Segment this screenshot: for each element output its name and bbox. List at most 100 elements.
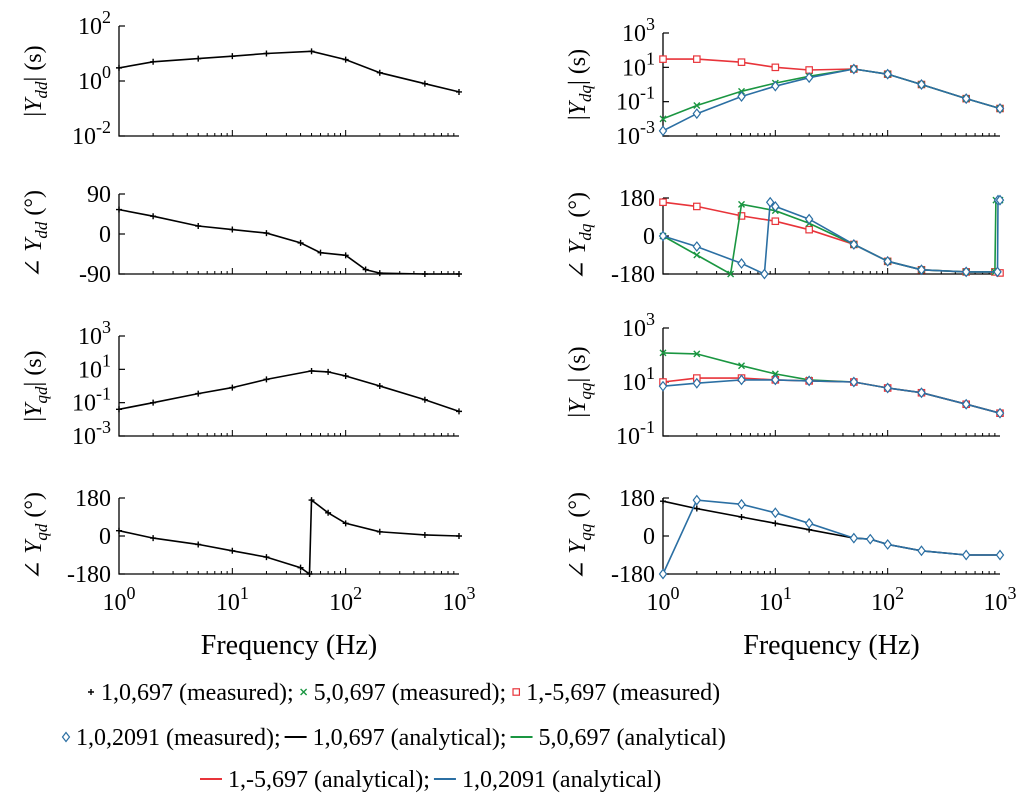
- series-1,0,2091: [658, 494, 1005, 580]
- data-point: [772, 520, 779, 527]
- series-line: [118, 208, 459, 275]
- legend-label: 5,0,697 (measured);: [314, 680, 507, 706]
- legend-entry: 1,0,697 (analytical);: [284, 725, 507, 751]
- data-point: [771, 200, 780, 212]
- data-point: [325, 368, 332, 375]
- y-tick-label: 102: [78, 7, 111, 40]
- legend-swatch: [512, 688, 521, 696]
- y-tick-label: 10-1: [616, 83, 655, 116]
- data-point: [738, 362, 746, 370]
- series-1,-5,697: [659, 198, 1004, 277]
- data-point: [737, 257, 746, 269]
- y-tick-label: 0: [643, 224, 655, 250]
- data-point: [150, 399, 157, 406]
- legend-label: 1,0,697 (analytical);: [313, 725, 507, 751]
- data-point: [738, 200, 746, 208]
- x-tick-label: 101: [216, 583, 249, 616]
- data-point: [376, 383, 383, 389]
- data-point: [849, 238, 859, 250]
- y-tick-label: 10-1: [616, 417, 655, 450]
- data-point: [229, 53, 236, 60]
- y-tick-label: 0: [99, 524, 111, 550]
- data-point: [421, 531, 428, 538]
- data-point: [693, 202, 701, 211]
- x-axis-label: Frequency (Hz): [201, 630, 377, 661]
- data-point: [342, 372, 349, 379]
- axes-frame: [118, 194, 459, 275]
- data-point: [995, 103, 1005, 114]
- data-point: [727, 270, 735, 278]
- y-tick-label: 103: [622, 309, 655, 342]
- data-point: [116, 527, 122, 534]
- series-1,0,697: [116, 48, 462, 95]
- axes-frame: [118, 336, 459, 437]
- y-tick-label: 0: [99, 222, 111, 248]
- y-tick-label: 180: [619, 486, 655, 512]
- legend-entry: 5,0,697 (measured);: [300, 680, 507, 706]
- series-line: [662, 500, 1000, 556]
- y-tick-label: -180: [611, 562, 655, 588]
- data-point: [917, 387, 926, 399]
- y-tick-label: 10-3: [72, 417, 111, 450]
- data-point: [993, 266, 1002, 278]
- data-point: [961, 549, 971, 561]
- data-point: [195, 541, 202, 548]
- data-point: [738, 514, 745, 520]
- data-point: [308, 48, 315, 55]
- data-point: [195, 55, 202, 62]
- y-axis-label: ∠ Ydq (°): [565, 192, 595, 280]
- data-point: [737, 374, 746, 386]
- data-point: [421, 396, 428, 403]
- series-line: [662, 379, 1001, 414]
- subplot-ydd-mag: 10-2 100 102 |Ydd| (s): [21, 7, 462, 150]
- data-point: [883, 538, 892, 550]
- data-point: [692, 494, 702, 506]
- y-tick-label: 10-2: [72, 117, 111, 150]
- data-point: [961, 266, 971, 278]
- x-tick-label: 103: [443, 583, 476, 616]
- subplot-ydd-phase: 90 0 -90 ∠ Ydd (°): [21, 182, 462, 288]
- data-point: [421, 80, 428, 87]
- data-point: [456, 533, 462, 539]
- data-point: [317, 249, 324, 256]
- data-point: [263, 230, 270, 237]
- data-point: [995, 194, 1005, 206]
- data-point: [737, 58, 746, 66]
- y-tick-label: 0: [643, 524, 655, 550]
- data-point: [804, 213, 814, 225]
- data-point: [229, 547, 236, 554]
- axes-frame: [118, 26, 459, 137]
- legend-label: 1,-5,697 (analytical);: [228, 767, 430, 793]
- legend-swatch: [61, 731, 71, 743]
- series-1,0,697: [116, 497, 462, 577]
- data-point: [849, 63, 859, 75]
- series-1,-5,697: [659, 55, 1004, 113]
- data-point: [693, 101, 701, 109]
- data-point: [342, 252, 349, 259]
- y-tick-label: 103: [78, 317, 111, 350]
- data-point: [692, 108, 702, 120]
- legend-entry: 5,0,697 (analytical): [510, 725, 726, 751]
- y-tick-label: -180: [67, 562, 111, 588]
- data-point: [961, 398, 971, 410]
- data-point: [456, 408, 462, 415]
- x-tick-label: 103: [984, 583, 1017, 616]
- x-tick-label: 101: [759, 583, 792, 616]
- data-point: [883, 382, 892, 394]
- series-line: [662, 201, 1001, 274]
- series-line: [662, 352, 1001, 414]
- legend-entry: 1,-5,697 (measured): [512, 680, 720, 706]
- legend-entry: 1,0,2091 (measured);: [61, 725, 281, 751]
- data-point: [263, 376, 270, 383]
- legend-entry: 1,0,697 (measured);: [88, 680, 294, 706]
- data-point: [659, 349, 667, 357]
- series-line: [662, 377, 1001, 414]
- data-point: [692, 241, 702, 253]
- data-point: [342, 520, 349, 527]
- data-point: [116, 206, 122, 213]
- y-tick-label: 101: [78, 350, 111, 383]
- series-line: [118, 50, 460, 93]
- data-point: [995, 549, 1005, 561]
- x-tick-label: 102: [329, 583, 362, 616]
